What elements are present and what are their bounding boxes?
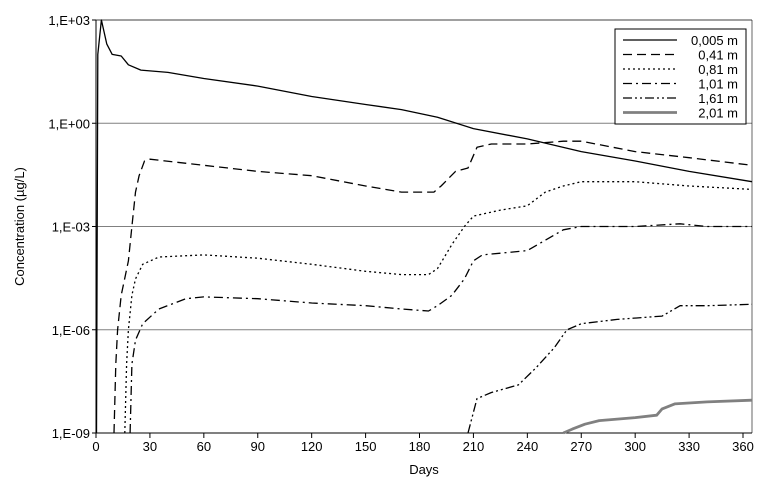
y-tick-label: 1,E+00	[48, 116, 90, 131]
x-tick-label: 0	[92, 439, 99, 454]
series-line-4	[467, 303, 753, 434]
x-axis-title: Days	[409, 462, 439, 477]
x-tick-label: 90	[251, 439, 265, 454]
axes	[92, 19, 753, 438]
series-lines	[95, 19, 753, 435]
x-tick-label: 210	[463, 439, 485, 454]
legend-label-5: 2,01 m	[698, 106, 738, 121]
x-tick-label: 150	[355, 439, 377, 454]
y-tick-label: 1,E-03	[52, 220, 90, 235]
y-tick-labels: 1,E+03 1,E+00 1,E-03 1,E-06 1,E-09	[48, 13, 90, 441]
legend-label-1: 0,41 m	[698, 48, 738, 63]
legend-box	[614, 28, 747, 125]
series-line-0	[95, 19, 753, 434]
x-tick-label: 120	[301, 439, 323, 454]
y-tick-label: 1,E-06	[52, 323, 90, 338]
x-tick-label: 270	[570, 439, 592, 454]
legend: 0,005 m0,41 m0,81 m1,01 m1,61 m2,01 m	[614, 28, 747, 125]
x-tick-label: 30	[143, 439, 157, 454]
x-tick-label: 360	[732, 439, 754, 454]
y-tick-label: 1,E+03	[48, 13, 90, 28]
legend-label-4: 1,61 m	[698, 91, 738, 106]
x-tick-label: 330	[678, 439, 700, 454]
y-tick-label: 1,E-09	[52, 426, 90, 441]
series-line-2	[124, 181, 753, 434]
legend-label-2: 0,81 m	[698, 62, 738, 77]
series-line-1	[113, 140, 753, 434]
x-tick-label: 60	[197, 439, 211, 454]
x-tick-label: 240	[516, 439, 538, 454]
legend-label-3: 1,01 m	[698, 77, 738, 92]
legend-label-0: 0,005 m	[691, 33, 738, 48]
series-line-5	[562, 398, 753, 435]
x-tick-label: 180	[409, 439, 431, 454]
y-axis-title: Concentration (µg/L)	[12, 167, 27, 286]
x-tick-labels: 0 30 60 90 120 150 180 210 240 270 300 330 360	[92, 439, 753, 454]
x-tick-label: 300	[624, 439, 646, 454]
series-line-3	[129, 223, 752, 434]
